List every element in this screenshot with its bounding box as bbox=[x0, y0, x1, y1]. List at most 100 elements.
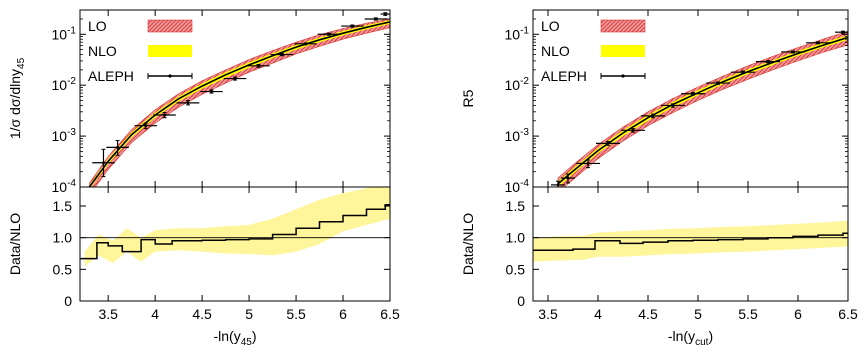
ytick-base: 10 bbox=[505, 77, 521, 93]
ytick-label: 0 bbox=[517, 293, 525, 309]
xtick-label: 5 bbox=[694, 306, 702, 322]
ytick-base: 10 bbox=[505, 128, 521, 144]
nlo-central-line bbox=[557, 36, 848, 185]
xtick-label: 4 bbox=[151, 306, 159, 322]
data-point bbox=[294, 42, 317, 46]
ytick-label: 0.5 bbox=[506, 261, 526, 277]
ytick-exponent: -1 bbox=[67, 25, 76, 36]
x-axis-label-main: -ln(y bbox=[668, 328, 695, 344]
panel-right-lower bbox=[533, 220, 848, 262]
data-point bbox=[641, 113, 665, 119]
xtick-label: 5.5 bbox=[738, 306, 758, 322]
data-point bbox=[661, 103, 685, 108]
ytick-label: 10-2 bbox=[52, 76, 77, 93]
y-axis-label-main: 1/σ dσ/dlny bbox=[7, 69, 23, 139]
legend-label: NLO bbox=[541, 43, 570, 59]
data-marker bbox=[383, 12, 387, 16]
legend-label: ALEPH bbox=[88, 68, 134, 84]
legend-swatch-marker bbox=[168, 74, 172, 78]
y-axis-label-main: R5 bbox=[460, 89, 476, 107]
data-marker bbox=[163, 113, 166, 117]
data-marker bbox=[816, 41, 820, 45]
y-axis-label: Data/NLO bbox=[7, 213, 23, 275]
data-point bbox=[706, 81, 730, 85]
y-axis-label-sub: 45 bbox=[16, 57, 27, 69]
data-point bbox=[317, 32, 341, 36]
data-marker bbox=[766, 60, 770, 64]
data-point bbox=[835, 30, 848, 34]
data-marker bbox=[566, 176, 570, 180]
ytick-base: 10 bbox=[52, 179, 68, 195]
data-marker bbox=[304, 42, 307, 46]
y-axis-label: Data/NLO bbox=[460, 213, 476, 275]
ratio-step-line bbox=[80, 203, 390, 260]
ytick-label: 10-1 bbox=[52, 25, 77, 42]
x-axis-label: -ln(y45) bbox=[213, 328, 256, 348]
legend-label: LO bbox=[541, 18, 560, 34]
xtick-label: 3.5 bbox=[98, 306, 118, 322]
ytick-label: 0 bbox=[64, 293, 72, 309]
xtick-label: 6 bbox=[794, 306, 802, 322]
panel-left-upper bbox=[88, 12, 390, 187]
ytick-exponent: -4 bbox=[67, 178, 76, 189]
data-marker bbox=[586, 162, 590, 165]
legend-label: LO bbox=[88, 18, 107, 34]
ytick-exponent: -2 bbox=[67, 76, 76, 87]
data-marker bbox=[116, 145, 119, 149]
xtick-label: 6.5 bbox=[838, 306, 858, 322]
data-marker bbox=[327, 32, 331, 36]
data-point bbox=[596, 141, 620, 146]
legend-swatch-lo bbox=[600, 19, 646, 33]
legend: LO NLO ALEPH bbox=[88, 18, 193, 84]
data-marker bbox=[716, 81, 720, 85]
data-point bbox=[223, 76, 247, 81]
data-point bbox=[153, 112, 176, 119]
y-axis-label: R5 bbox=[460, 89, 476, 107]
panel-frame bbox=[79, 186, 391, 302]
panel-frame bbox=[532, 186, 849, 302]
band-nlo bbox=[89, 20, 390, 187]
data-marker bbox=[651, 114, 655, 118]
data-point bbox=[200, 89, 223, 94]
band-lo bbox=[89, 18, 390, 187]
panel-left-lower bbox=[80, 187, 390, 267]
x-axis-label-end: ) bbox=[708, 328, 713, 344]
data-marker bbox=[841, 30, 845, 34]
plot-layer: 10-410-310-210-11/σ dσ/dlny45LONLOALEPH0… bbox=[7, 9, 858, 348]
data-point bbox=[806, 41, 830, 45]
xtick-label: 6 bbox=[339, 306, 347, 322]
xtick-label: 6.5 bbox=[380, 306, 400, 322]
data-marker bbox=[556, 183, 560, 187]
nlo-central-line bbox=[88, 21, 390, 187]
data-point bbox=[681, 91, 705, 96]
ytick-exponent: -2 bbox=[520, 76, 529, 87]
ytick-label: 1.5 bbox=[53, 198, 73, 214]
x-axis-label-sub: cut bbox=[695, 337, 709, 348]
data-marker bbox=[280, 53, 284, 56]
x-axis-label-sub: 45 bbox=[241, 337, 253, 348]
ytick-base: 10 bbox=[505, 179, 521, 195]
legend: LO NLO ALEPH bbox=[541, 18, 646, 84]
ytick-exponent: -1 bbox=[520, 25, 529, 36]
ytick-label: 10-4 bbox=[505, 178, 530, 195]
data-marker bbox=[210, 90, 213, 93]
data-marker bbox=[233, 77, 237, 80]
ytick-base: 10 bbox=[505, 26, 521, 42]
y-axis-label: 1/σ dσ/dlny45 bbox=[7, 57, 27, 139]
legend-swatch-marker bbox=[621, 74, 625, 78]
x-axis-label: -ln(ycut) bbox=[668, 328, 713, 348]
data-marker bbox=[691, 92, 695, 96]
ytick-base: 10 bbox=[52, 26, 68, 42]
legend-swatch-nlo bbox=[148, 45, 192, 57]
data-marker bbox=[671, 104, 675, 107]
ytick-label: 10-3 bbox=[505, 127, 530, 144]
ytick-label: 10-3 bbox=[52, 127, 77, 144]
xtick-label: 4 bbox=[594, 306, 602, 322]
data-point bbox=[92, 148, 115, 178]
data-marker bbox=[791, 50, 795, 54]
data-point bbox=[364, 17, 388, 21]
data-point bbox=[134, 122, 158, 130]
data-marker bbox=[631, 128, 635, 132]
data-point bbox=[247, 63, 270, 68]
